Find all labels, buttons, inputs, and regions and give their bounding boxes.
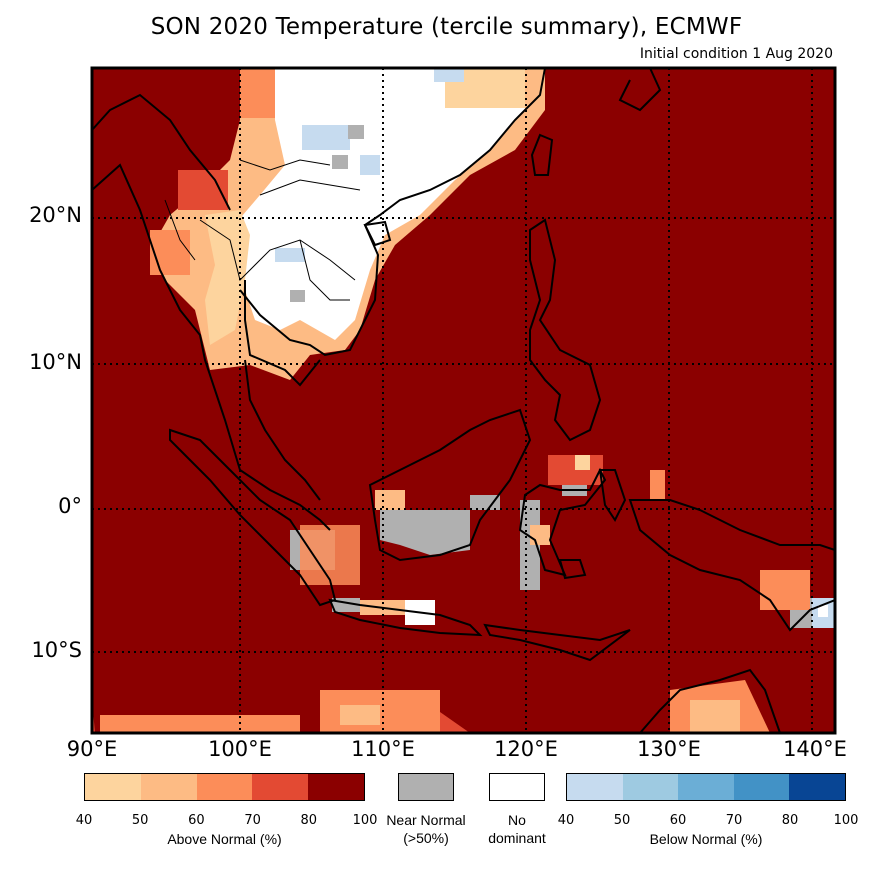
below-tick: 100: [833, 813, 859, 828]
below-seg-60-70: [678, 774, 734, 800]
above-tick: 100: [352, 813, 378, 828]
above-tick: 80: [300, 813, 318, 828]
above-normal-colorbar: [84, 773, 365, 801]
lon-label-100e: 100°E: [208, 737, 272, 761]
below-tick: 70: [725, 813, 743, 828]
zone-above-40: [205, 210, 250, 345]
legend-above-normal: 40 50 60 70 80 100 Above Normal (%): [76, 773, 378, 847]
country-borders: [164, 159, 361, 301]
legend-near-normal: Near Normal (>50%): [372, 773, 480, 847]
near-normal-swatch: [398, 773, 454, 801]
above-tick: 60: [188, 813, 205, 828]
above-tick: 70: [244, 813, 261, 828]
gridlines: [92, 68, 835, 733]
map-subtitle: Initial condition 1 Aug 2020: [639, 46, 833, 62]
map-frame: [90, 66, 837, 735]
above-normal-label: Above Normal (%): [167, 831, 282, 847]
above-tick: 40: [75, 813, 93, 828]
above-seg-60-70: [196, 774, 253, 800]
above-seg-70-80: [252, 774, 309, 800]
near-normal-label-2: (>50%): [403, 830, 449, 846]
lat-label-0: 0°: [58, 494, 82, 518]
above-seg-80-100: [308, 774, 364, 800]
lon-label-140e: 140°E: [783, 737, 847, 761]
no-dominant-label-1: No: [508, 812, 526, 828]
zone-above-60b: [150, 230, 190, 275]
lat-label-10n: 10°N: [29, 350, 82, 374]
legend-below-normal: 40 50 60 70 80 100 Below Normal (%): [558, 773, 859, 847]
below-normal-label: Below Normal (%): [649, 831, 763, 847]
lon-label-90e: 90°E: [66, 737, 118, 761]
lat-label-10s: 10°S: [31, 638, 82, 662]
above-seg-40-50: [85, 774, 141, 800]
above-ticks: 40 50 60 70 80 100: [76, 813, 378, 831]
above-normal-cells-south: [92, 455, 835, 733]
lon-label-120e: 120°E: [494, 737, 558, 761]
lon-label-110e: 110°E: [351, 737, 415, 761]
below-seg-80-100: [789, 774, 845, 800]
legend-no-dominant: No dominant: [463, 773, 571, 847]
no-dominant-label-2: dominant: [488, 830, 546, 846]
near-normal-label-1: Near Normal: [386, 812, 466, 828]
zone-above-60: [240, 68, 275, 118]
no-dominant-swatch: [489, 773, 545, 801]
below-tick: 50: [613, 813, 631, 828]
below-ticks: 40 50 60 70 80 100: [558, 813, 859, 831]
below-tick: 60: [669, 813, 687, 828]
tercile-map: [90, 66, 837, 735]
below-seg-70-80: [733, 774, 790, 800]
lon-label-130e: 130°E: [637, 737, 701, 761]
above-tick: 50: [131, 813, 149, 828]
below-seg-50-60: [622, 774, 679, 800]
map-title: SON 2020 Temperature (tercile summary), …: [150, 14, 743, 40]
below-tick: 40: [557, 813, 575, 828]
below-normal-cells-north: [275, 68, 464, 302]
below-tick: 80: [781, 813, 799, 828]
below-normal-colorbar: [566, 773, 846, 801]
lat-label-20n: 20°N: [29, 203, 82, 227]
below-seg-40-50: [567, 774, 623, 800]
coastlines: [92, 68, 835, 733]
above-seg-50-60: [140, 774, 197, 800]
